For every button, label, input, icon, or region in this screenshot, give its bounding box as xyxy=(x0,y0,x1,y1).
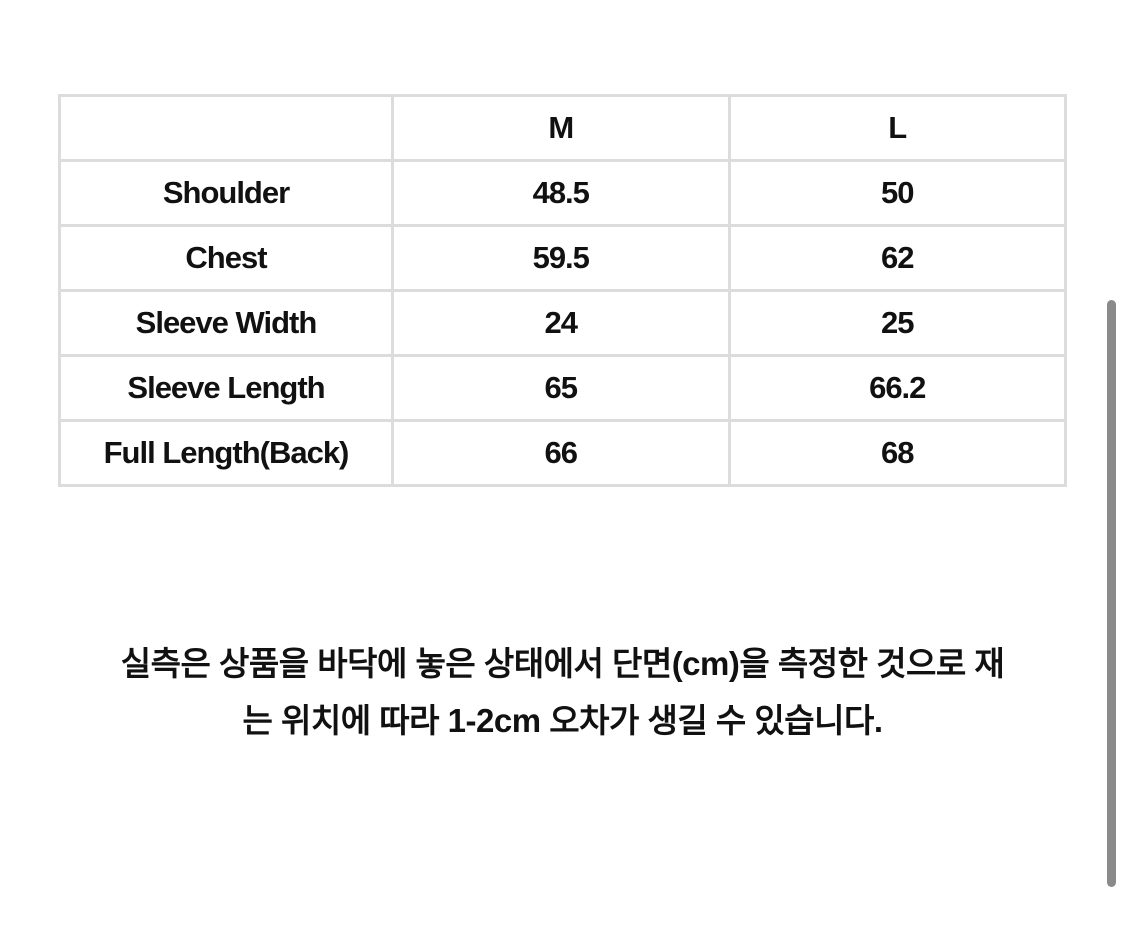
row-label: Sleeve Width xyxy=(58,289,394,357)
cell-value: 25 xyxy=(727,289,1067,357)
note-line-1: 실측은 상품을 바닥에 놓은 상태에서 단면(cm)을 측정한 것으로 재 xyxy=(120,645,1005,682)
header-cell-l: L xyxy=(727,94,1067,162)
vertical-scrollbar[interactable] xyxy=(1107,300,1116,887)
cell-value: 62 xyxy=(727,224,1067,292)
row-label: Sleeve Length xyxy=(58,354,394,422)
cell-value: 66.2 xyxy=(727,354,1067,422)
header-cell-empty xyxy=(58,94,394,162)
table-row: Full Length(Back) 66 68 xyxy=(58,419,1067,487)
row-label: Shoulder xyxy=(58,159,394,227)
table-row: Shoulder 48.5 50 xyxy=(58,159,1067,227)
note-line-2: 는 위치에 따라 1-2cm 오차가 생길 수 있습니다. xyxy=(242,702,884,739)
table-header-row: M L xyxy=(58,94,1067,162)
cell-value: 50 xyxy=(727,159,1067,227)
cell-value: 66 xyxy=(391,419,731,487)
cell-value: 59.5 xyxy=(391,224,731,292)
row-label: Full Length(Back) xyxy=(58,419,394,487)
measurement-note: 실측은 상품을 바닥에 놓은 상태에서 단면(cm)을 측정한 것으로 재 는 … xyxy=(0,635,1125,749)
size-chart-table: M L Shoulder 48.5 50 Chest 59.5 62 Sleev… xyxy=(58,94,1067,487)
cell-value: 68 xyxy=(727,419,1067,487)
cell-value: 48.5 xyxy=(391,159,731,227)
table-row: Chest 59.5 62 xyxy=(58,224,1067,292)
table-row: Sleeve Width 24 25 xyxy=(58,289,1067,357)
row-label: Chest xyxy=(58,224,394,292)
header-cell-m: M xyxy=(391,94,731,162)
cell-value: 24 xyxy=(391,289,731,357)
table-row: Sleeve Length 65 66.2 xyxy=(58,354,1067,422)
cell-value: 65 xyxy=(391,354,731,422)
